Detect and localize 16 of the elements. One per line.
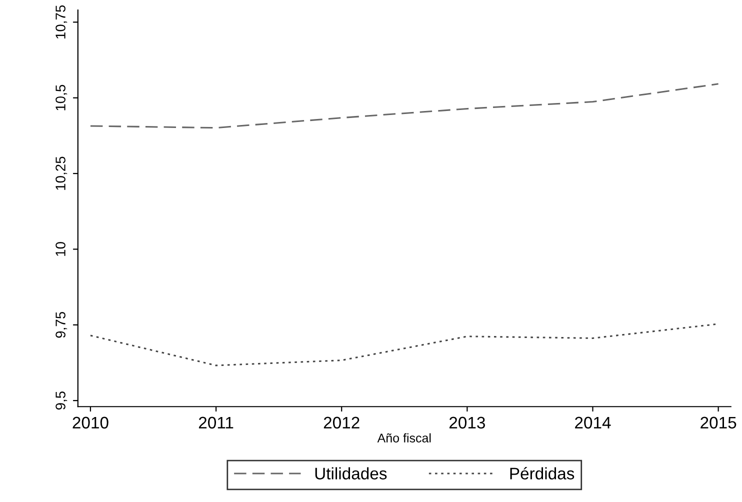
x-tick-label: 2012 (324, 416, 360, 429)
y-tick-label: 10,75 (56, 5, 68, 38)
y-tick-label: 10,5 (56, 84, 68, 110)
x-tick-label: 2015 (700, 416, 736, 429)
x-tick-label: 2013 (449, 416, 485, 429)
legend-label: Pérdidas (510, 467, 574, 480)
y-tick-label: 10 (56, 242, 66, 256)
x-tick-label: 2011 (198, 416, 234, 429)
line-series (90, 83, 720, 129)
x-axis-title: Año fiscal (377, 433, 431, 442)
legend-label: Utilidades (315, 467, 387, 480)
x-tick-label: 2010 (72, 416, 108, 429)
y-tick-label: 10,25 (56, 156, 68, 190)
y-tick-label: 9,5 (56, 391, 68, 410)
x-tick-label: 2014 (575, 416, 611, 429)
y-tick-label: 9,75 (56, 312, 68, 338)
